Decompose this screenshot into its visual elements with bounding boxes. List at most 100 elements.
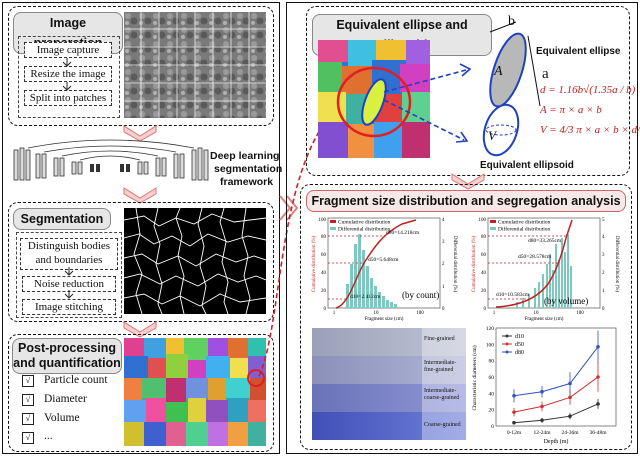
c1-y2tick-4: 4 bbox=[442, 218, 445, 223]
c1-ytick-20: 20 bbox=[321, 289, 327, 294]
step-image-stitching: Image stitching bbox=[22, 299, 116, 315]
point-d10 bbox=[596, 402, 600, 406]
step-resize-image: Resize the image bbox=[24, 66, 112, 82]
dl-label-line2: segmentation bbox=[214, 163, 283, 175]
point-d80 bbox=[540, 389, 544, 394]
c2-y2tick-5: 5 bbox=[602, 218, 605, 223]
distribution-group bbox=[300, 184, 632, 450]
layer-label-int-coarse: Intermediate-coarse-grained bbox=[424, 388, 460, 401]
c2-ytick-80: 80 bbox=[481, 235, 487, 240]
legend-marker-d80 bbox=[505, 350, 509, 354]
down-arrow-1 bbox=[123, 125, 157, 142]
volume-annot-d80: d80=33.265cm bbox=[528, 238, 562, 244]
segmentation-title: Segmentation bbox=[13, 208, 111, 230]
patch-grid-image bbox=[124, 12, 266, 118]
equivalent-ellipsoid-label: Equivalent ellipsoid bbox=[480, 160, 574, 171]
count-annot-d50: d50=5.648cm bbox=[368, 257, 399, 263]
ellipse-a-label: a bbox=[542, 66, 549, 82]
equivalent-ellipsoid-graphic bbox=[482, 103, 520, 157]
volume-legend-differential: Differential distribution bbox=[498, 226, 551, 233]
c3-xtick: 0-12m bbox=[507, 430, 522, 436]
step-noise-reduction: Noise reduction bbox=[22, 276, 116, 292]
image-preparation-group bbox=[8, 6, 274, 126]
c3-ytick: 80 bbox=[489, 359, 495, 365]
legend-label-d50: d50 bbox=[515, 342, 524, 348]
dl-label-line3: framework bbox=[220, 176, 274, 188]
distribution-title: Fragment size distribution and segregati… bbox=[306, 190, 626, 212]
segregation-layers-image: Fine-grained Intermediate-fine-grained I… bbox=[312, 328, 466, 440]
item-volume: Volume bbox=[44, 412, 80, 424]
legend-marker-d50 bbox=[505, 342, 509, 346]
c2-ytick-0: 0 bbox=[484, 307, 487, 312]
check-icon-diameter: √ bbox=[22, 394, 34, 406]
c2-xlabel: Fragment size (cm) bbox=[525, 317, 564, 322]
check-icon-count: √ bbox=[22, 375, 34, 387]
point-d10 bbox=[540, 418, 544, 423]
c2-ytick-20: 20 bbox=[481, 289, 487, 294]
left-panel bbox=[2, 2, 280, 454]
c2-ylabel-left: Cumulative distribution (%) bbox=[472, 235, 477, 292]
count-annot-d10: d10=2.412cm bbox=[350, 294, 381, 300]
layer-int-coarse bbox=[312, 384, 466, 412]
segmentation-mask-image bbox=[124, 208, 266, 314]
c2-y2tick-2: 2 bbox=[602, 271, 605, 276]
c3-ytick: 0 bbox=[491, 424, 494, 430]
c1-xtick-10: 10 bbox=[374, 311, 380, 316]
c1-y2tick-1: 1 bbox=[442, 285, 445, 290]
formula-A: A = π × a × b bbox=[540, 104, 602, 116]
c2-xtick-100: 100 bbox=[576, 311, 584, 316]
c3-xtick: 36-48m bbox=[589, 430, 607, 436]
step-distinguish-line2: and boundaries bbox=[35, 254, 103, 266]
step-split-patches: Split into patches bbox=[24, 90, 112, 106]
c1-ylabel-left: Cumulative distribution (%) bbox=[312, 235, 317, 292]
c2-y2tick-3: 3 bbox=[602, 253, 605, 258]
equivalent-ellipse-graphic bbox=[489, 21, 541, 108]
point-d80 bbox=[596, 344, 600, 349]
c3-ytick: 40 bbox=[489, 391, 495, 397]
colored-fragments-image bbox=[124, 338, 266, 446]
volume-annot-d10: d10=10.583cm bbox=[496, 292, 530, 298]
c3-xtick: 12-24m bbox=[533, 430, 551, 436]
formula-V: V = 4/3 π × a × b × d/2 bbox=[540, 124, 640, 136]
c3-xlabel: Depth (m) bbox=[544, 438, 569, 445]
c1-ytick-40: 40 bbox=[321, 271, 327, 276]
prep-step-arrows bbox=[62, 58, 72, 91]
legend-marker-d10 bbox=[505, 334, 509, 338]
down-arrow-2 bbox=[123, 187, 157, 204]
post-processing-group bbox=[8, 334, 274, 452]
right-panel bbox=[286, 2, 638, 454]
c1-xlabel: Fragment size (cm) bbox=[365, 317, 404, 322]
c2-xtick-1: 1 bbox=[493, 311, 496, 316]
count-tag: (by count) bbox=[402, 290, 439, 300]
ellipse-b-label: b bbox=[508, 14, 515, 29]
volume-distribution-chart: Cumulative distribution Differential dis… bbox=[472, 217, 619, 322]
volume-annot-d50: d50=28.578cm bbox=[518, 254, 552, 260]
count-distribution-chart: Cumulative distribution Differential dis… bbox=[312, 217, 457, 322]
post-title-line2: and quantification bbox=[13, 356, 121, 370]
legend-label-d10: d10 bbox=[515, 334, 524, 340]
neural-network-icon bbox=[13, 139, 209, 181]
layer-fine bbox=[312, 328, 466, 356]
c3-ytick: 20 bbox=[489, 408, 495, 414]
series-line-d80 bbox=[513, 346, 599, 397]
c1-ylabel-right: Differential distribution (%) bbox=[452, 236, 457, 293]
seg-step-arrows bbox=[64, 267, 74, 299]
c3-xtick: 24-36m bbox=[561, 430, 579, 436]
check-icon-more: √ bbox=[22, 432, 34, 444]
step-image-capture: Image capture bbox=[24, 42, 112, 58]
item-more: ... bbox=[44, 430, 53, 442]
c2-xtick-10: 10 bbox=[534, 311, 540, 316]
step-distinguish-line1: Distinguish bodies bbox=[27, 240, 111, 252]
c2-ytick-60: 60 bbox=[481, 253, 487, 258]
c1-ytick-0: 0 bbox=[324, 307, 327, 312]
c3-ytick: 120 bbox=[486, 326, 495, 332]
dl-label-line1: Deep learning bbox=[210, 150, 280, 162]
count-legend-differential: Differential distribution bbox=[338, 226, 391, 233]
point-d80 bbox=[568, 381, 572, 386]
layer-label-fine: Fine-grained bbox=[424, 336, 455, 342]
c2-ytick-40: 40 bbox=[481, 271, 487, 276]
c1-y2tick-3: 3 bbox=[442, 240, 445, 245]
seg-steps-box bbox=[16, 232, 122, 318]
point-d50 bbox=[512, 410, 516, 414]
point-d50 bbox=[540, 404, 544, 409]
